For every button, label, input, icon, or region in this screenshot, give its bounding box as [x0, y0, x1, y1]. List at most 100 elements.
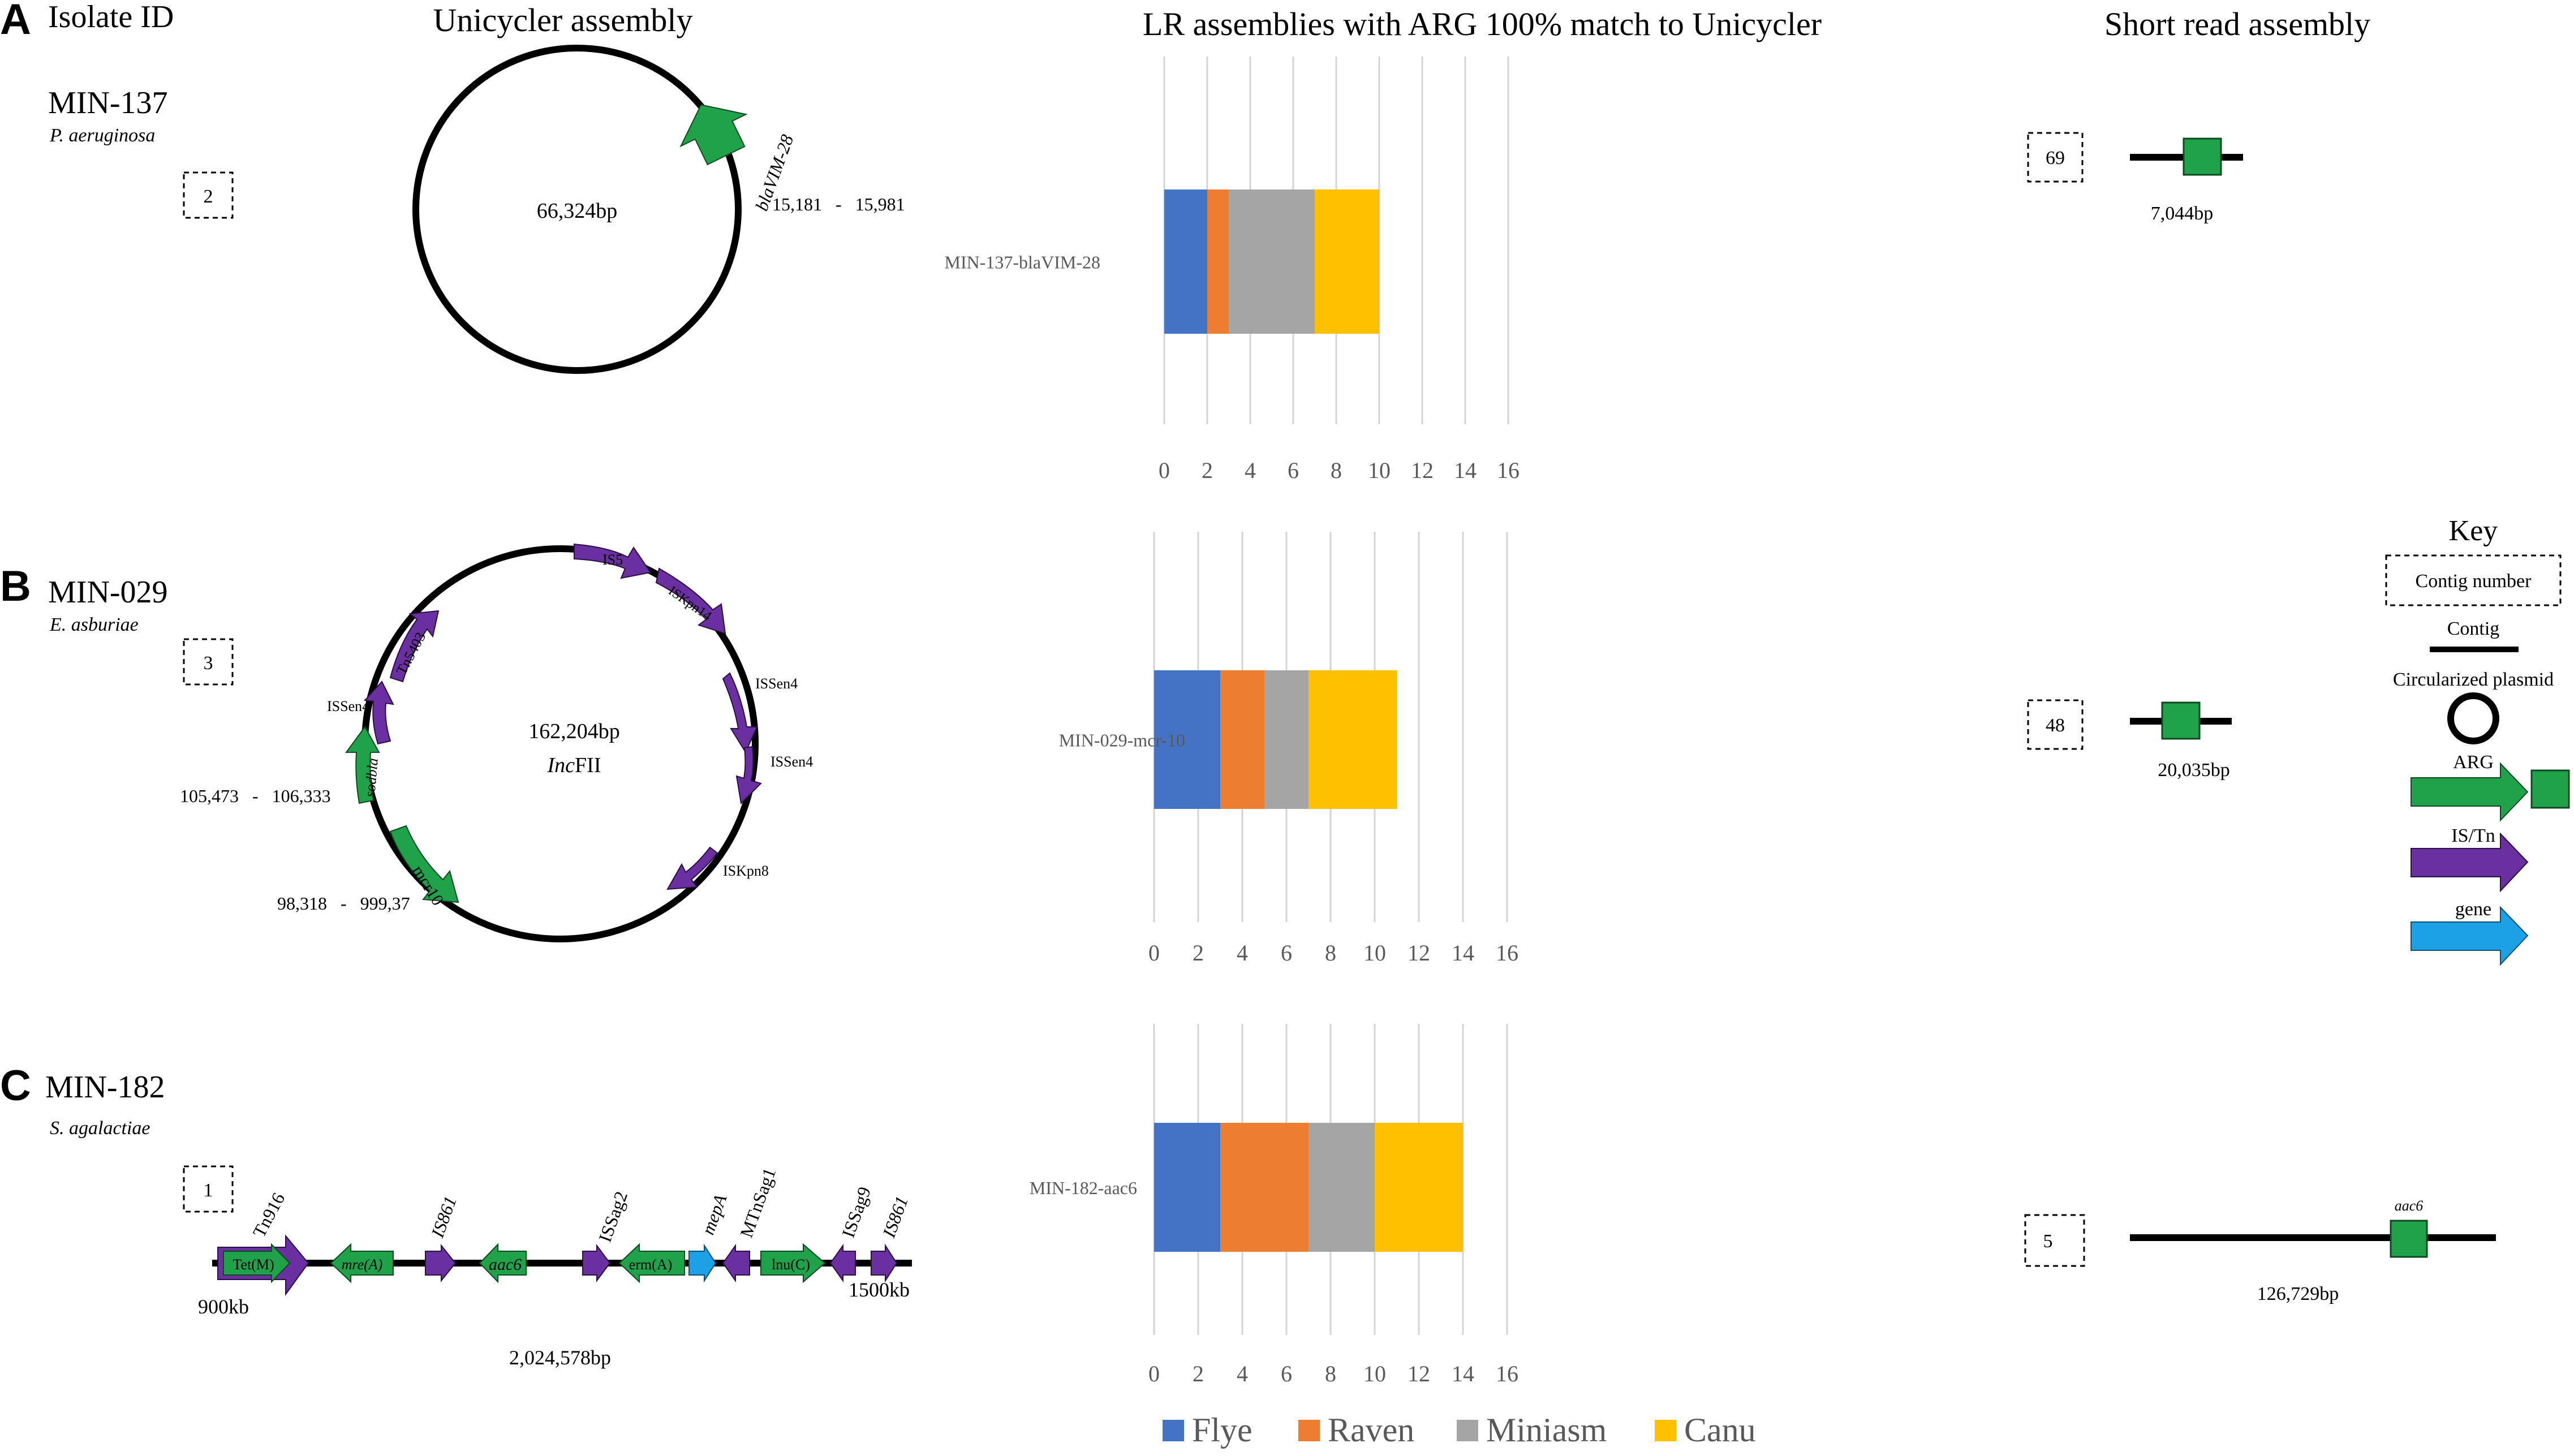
is-shape-issag2	[582, 1243, 611, 1283]
bar-segment-miniasm	[1264, 670, 1308, 809]
arg-label-mrea: mre(A)	[342, 1256, 383, 1273]
species-c: S. agalactiae	[50, 1118, 150, 1139]
key-plasmid-label: Circularized plasmid	[2393, 669, 2554, 690]
contig-number-box-a	[183, 171, 234, 219]
key-panel: Key Contig number Contig Circularized pl…	[2385, 515, 2570, 966]
header-isolate-id: Isolate ID	[48, 0, 174, 35]
x-tick-label: 16	[1496, 1361, 1518, 1386]
arg-label-aac6: aac6	[489, 1255, 522, 1274]
x-tick-label: 12	[1407, 940, 1430, 966]
is-shape-issen4-3	[363, 680, 394, 745]
arg-shape-mrea	[330, 1243, 394, 1283]
arg-shape-erma	[618, 1243, 685, 1283]
legend-label-canu: Canu	[1684, 1411, 1756, 1449]
inc-suffix: FII	[575, 753, 601, 777]
x-tick-label: 14	[1452, 940, 1474, 966]
panel-letter-c: C	[0, 1062, 31, 1110]
category-label: MIN-137-blaVIM-28	[945, 252, 1101, 273]
sr-contig-box-c	[2024, 1214, 2085, 1267]
arg-coords-a: 15,181 - 15,981	[772, 194, 905, 214]
key-arg-arrow-icon	[2411, 762, 2529, 822]
panel-letter-a: A	[0, 0, 31, 44]
legend-label-flye: Flye	[1192, 1411, 1252, 1449]
species-a: P. aeruginosa	[49, 125, 155, 146]
bar-segment-flye	[1164, 189, 1207, 334]
x-tick-label: 12	[1411, 458, 1434, 483]
sr-length-c: 126,729bp	[2257, 1283, 2339, 1304]
arg-shape-aac6	[479, 1243, 527, 1283]
category-label: MIN-182-aac6	[1030, 1178, 1137, 1198]
arg-shape-tetm	[223, 1243, 291, 1283]
bar-segment-miniasm	[1308, 1123, 1375, 1252]
sr-length-b: 20,035bp	[2158, 760, 2230, 781]
linear-end-label: 1500kb	[849, 1278, 910, 1301]
bar-segment-raven	[1220, 1123, 1308, 1252]
panel-letter-b: B	[0, 562, 31, 610]
x-tick-label: 10	[1363, 1361, 1386, 1386]
sr-contig-box-a	[2027, 132, 2084, 183]
bar-segment-miniasm	[1229, 189, 1315, 334]
bar-segment-raven	[1220, 670, 1264, 809]
x-tick-label: 0	[1148, 1361, 1160, 1386]
key-contig-number-label: Contig number	[2416, 571, 2532, 592]
isolate-name-b: MIN-029	[48, 575, 168, 610]
x-tick-label: 14	[1452, 1361, 1474, 1386]
sr-contig-box-b	[2027, 699, 2084, 750]
sr-arg-box-a	[2183, 137, 2222, 176]
sr-contig-number-b: 48	[2046, 715, 2065, 736]
arg-label-lnuc: lnu(C)	[772, 1256, 810, 1273]
arg-label-erma: erm(A)	[629, 1256, 673, 1273]
header-short-read: Short read assembly	[2104, 6, 2370, 42]
x-tick-label: 8	[1325, 940, 1336, 966]
key-arg-box-icon	[2530, 769, 2570, 809]
contig-number-box-b	[183, 638, 234, 686]
category-label: MIN-029-mcr-10	[1059, 730, 1185, 751]
x-tick-label: 6	[1281, 940, 1292, 966]
is-label-iskpn8: ISKpn8	[723, 863, 769, 879]
is-label-issen4-1: ISSen4	[755, 675, 798, 692]
arg-shape-lnuc	[760, 1243, 826, 1283]
gene-label-mepa: mepA	[698, 1191, 731, 1237]
header-unicycler: Unicycler assembly	[433, 2, 692, 38]
legend-swatch-flye	[1163, 1420, 1184, 1441]
is-shape-issen4-2	[735, 746, 762, 805]
is-shape-tn5403	[389, 610, 440, 683]
x-tick-label: 4	[1237, 940, 1248, 966]
arg-label-sodbla: sodbla	[361, 757, 381, 798]
bar-segment-canu	[1308, 670, 1397, 809]
x-tick-label: 0	[1148, 940, 1160, 966]
x-tick-label: 6	[1288, 458, 1299, 483]
key-gene-label: gene	[2455, 899, 2491, 920]
arg-shape-mcr10	[389, 825, 459, 903]
key-title: Key	[2449, 515, 2498, 547]
gene-shape-mepa	[688, 1243, 717, 1283]
legend-swatch-canu	[1655, 1420, 1676, 1441]
is-label-issen4-2: ISSen4	[771, 753, 813, 770]
sr-arg-box-c	[2390, 1220, 2428, 1258]
arg-shape-sodbla	[345, 726, 380, 804]
chart-legend: Flye Raven Miniasm Canu	[1163, 1411, 1756, 1449]
arg-coords-mcr10: 98,318 - 999,37	[277, 893, 410, 914]
x-tick-label: 10	[1368, 458, 1391, 483]
is-label-issen4-3: ISSen4	[327, 698, 369, 714]
key-gene-arrow-icon	[2411, 906, 2529, 966]
contig-number-a: 2	[204, 186, 213, 207]
plasmid-size-b: 162,204bp	[528, 720, 620, 743]
key-contig-label: Contig	[2447, 618, 2500, 639]
x-tick-label: 0	[1159, 458, 1170, 483]
plasmid-circle-a	[412, 45, 742, 374]
isolate-name-c: MIN-182	[45, 1070, 165, 1105]
linear-size-label: 2,024,578bp	[509, 1346, 611, 1369]
isolate-name-a: MIN-137	[48, 85, 168, 120]
legend-swatch-raven	[1298, 1420, 1320, 1441]
x-tick-label: 8	[1325, 1361, 1336, 1386]
key-contig-number-box	[2385, 554, 2562, 606]
x-tick-label: 4	[1237, 1361, 1248, 1386]
is-shape-iskpn8	[666, 846, 718, 890]
x-tick-label: 2	[1202, 458, 1213, 483]
x-tick-label: 16	[1497, 458, 1520, 483]
arg-coords-sodbla: 105,473 - 106,333	[180, 786, 331, 806]
x-tick-label: 12	[1407, 1361, 1430, 1386]
sr-arg-box-b	[2161, 701, 2201, 740]
